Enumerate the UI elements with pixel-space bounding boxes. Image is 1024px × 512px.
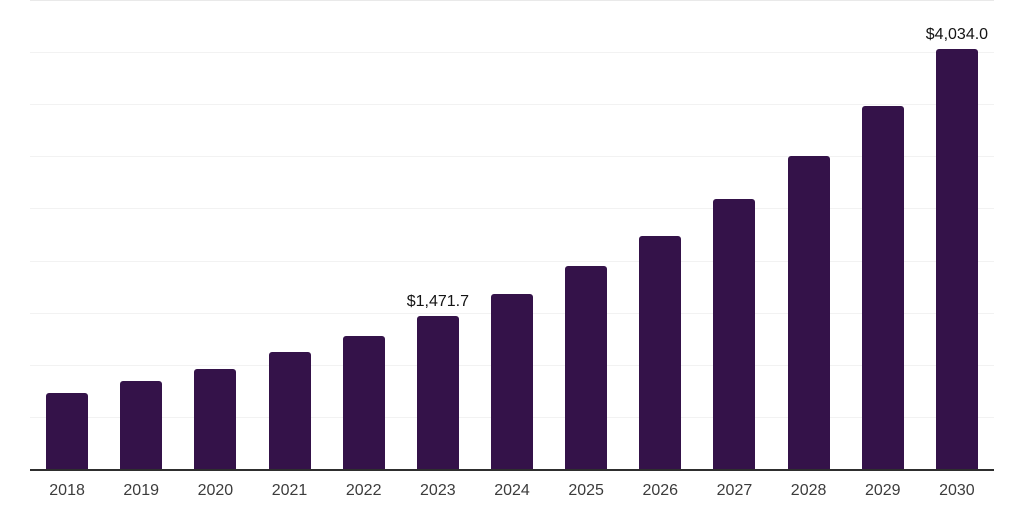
- x-tick-label-2019: 2019: [123, 482, 159, 499]
- bar-2021: [268, 352, 311, 469]
- gridline: [30, 0, 994, 1]
- x-tick-label-2030: 2030: [939, 482, 975, 499]
- plot-area: $1,471.7 $4,034.0: [30, 0, 994, 471]
- x-axis-tick-labels: 2018 2019 2020 2021 2022 2023 2024 2025 2026 2027…: [30, 481, 994, 505]
- x-tick-label-2021: 2021: [271, 482, 308, 499]
- x-tick-label-2026: 2026: [642, 482, 679, 499]
- bar-2028: [787, 156, 830, 469]
- x-tick-label-2018: 2018: [49, 482, 85, 499]
- bar-2029: [861, 106, 904, 469]
- bar-2025: [565, 265, 608, 469]
- x-tick-label-2025: 2025: [568, 482, 604, 499]
- gridline: [30, 104, 994, 106]
- gridline: [30, 52, 994, 54]
- x-tick-label-2028: 2028: [790, 482, 827, 499]
- gridline: [30, 260, 994, 262]
- bar-2018: [46, 392, 89, 469]
- bar-2019: [120, 380, 163, 469]
- x-tick-label-2024: 2024: [494, 482, 530, 499]
- x-axis-line: [30, 469, 994, 471]
- bar-2030: [935, 48, 978, 469]
- x-tick-label-2020: 2020: [197, 482, 234, 499]
- x-tick-label-2022: 2022: [345, 482, 382, 499]
- bar-2027: [713, 199, 756, 469]
- x-tick-label-2023: 2023: [420, 482, 456, 499]
- bar-2024: [491, 293, 533, 469]
- value-label-2030: $4,034.0: [925, 25, 989, 43]
- x-tick-label-2029: 2029: [864, 482, 901, 499]
- bar-2020: [194, 368, 237, 469]
- gridline: [30, 208, 994, 210]
- value-label-2023: $1,471.7: [406, 292, 469, 310]
- bar-2026: [639, 235, 682, 469]
- bar-2022: [342, 335, 385, 469]
- gridline: [30, 156, 994, 158]
- x-tick-label-2027: 2027: [716, 482, 753, 499]
- bar-2023: [416, 315, 459, 469]
